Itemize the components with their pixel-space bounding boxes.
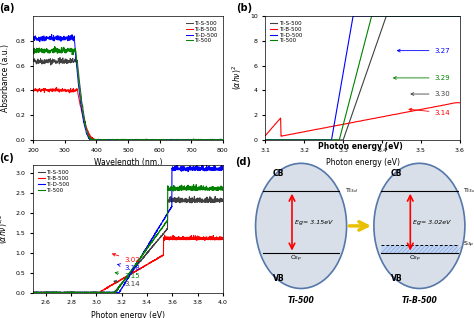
Ti-500 [220, 138, 226, 142]
Ti-S-500 [146, 138, 152, 142]
Text: 3.27: 3.27 [397, 48, 450, 54]
Ti-B-500 [220, 138, 226, 142]
Ti-B-500 [194, 138, 200, 142]
Ti-B-500 [92, 138, 98, 142]
Ti-500 [141, 138, 146, 142]
Text: Eg= 3.02eV: Eg= 3.02eV [413, 220, 450, 225]
Text: CB: CB [273, 169, 284, 178]
Text: 3.18: 3.18 [118, 264, 140, 271]
Ti-S-500 [30, 59, 36, 62]
Line: Ti-S-500: Ti-S-500 [33, 57, 223, 140]
Ti-S-500 [174, 138, 180, 142]
Ti-S-500 [194, 138, 200, 142]
Ti-500 [194, 138, 200, 142]
Text: S$_{3p}$: S$_{3p}$ [463, 240, 474, 250]
Ti-S-500 [90, 138, 95, 142]
Ti-D-500 [220, 138, 226, 142]
Ti-B-500 [42, 87, 48, 91]
Ellipse shape [255, 163, 346, 288]
Text: 3.15: 3.15 [115, 272, 140, 279]
Ti-S-500 [220, 138, 226, 142]
Text: O$_{2p}$: O$_{2p}$ [291, 254, 303, 264]
Ti-B-500 [141, 138, 146, 142]
Text: CB: CB [391, 169, 402, 178]
Ti-S-500 [152, 138, 157, 142]
X-axis label: Wavelength (nm.): Wavelength (nm.) [94, 158, 162, 167]
Y-axis label: $(\alpha h\nu)^{1/2}$: $(\alpha h\nu)^{1/2}$ [0, 214, 10, 244]
Ti-500 [152, 138, 157, 142]
X-axis label: Photon energy (eV): Photon energy (eV) [91, 311, 165, 318]
Text: (d): (d) [235, 157, 251, 167]
Line: Ti-500: Ti-500 [33, 46, 223, 140]
Legend: Ti-S-500, Ti-B-500, Ti-D-500, Ti-500: Ti-S-500, Ti-B-500, Ti-D-500, Ti-500 [268, 19, 304, 45]
Ti-D-500 [49, 32, 55, 36]
Ellipse shape [374, 163, 465, 288]
Ti-500 [52, 45, 58, 48]
Ti-500 [42, 51, 48, 54]
Ti-D-500 [146, 138, 152, 142]
Text: Ti$_{3d}$: Ti$_{3d}$ [463, 186, 474, 195]
Text: VB: VB [273, 274, 284, 283]
Ti-D-500 [141, 138, 146, 142]
Line: Ti-D-500: Ti-D-500 [33, 34, 223, 140]
Text: 3.30: 3.30 [411, 91, 450, 97]
Text: 3.29: 3.29 [393, 75, 450, 81]
Text: (b): (b) [236, 3, 253, 13]
Ti-D-500 [30, 36, 36, 40]
Ti-B-500 [146, 138, 152, 142]
Text: Ti-B-500: Ti-B-500 [401, 296, 438, 305]
Text: (a): (a) [0, 3, 15, 13]
Ti-D-500 [152, 138, 157, 142]
Text: O$_{2p}$: O$_{2p}$ [409, 254, 421, 264]
Text: Ti$_{3d}$: Ti$_{3d}$ [345, 186, 358, 195]
Text: 3.14: 3.14 [409, 108, 450, 116]
Bar [381, 245, 457, 253]
Y-axis label: $(\alpha h\nu)^2$: $(\alpha h\nu)^2$ [231, 66, 245, 90]
Ti-S-500 [42, 62, 48, 66]
Ti-D-500 [88, 138, 93, 142]
Text: VB: VB [391, 274, 402, 283]
Y-axis label: Absorbance (a.u.): Absorbance (a.u.) [1, 44, 10, 112]
Ti-D-500 [174, 138, 180, 142]
Text: (c): (c) [0, 153, 14, 163]
Text: Photon energy (eV): Photon energy (eV) [318, 142, 402, 151]
Line: Ti-B-500: Ti-B-500 [33, 88, 223, 140]
Ti-S-500 [141, 138, 146, 142]
X-axis label: Photon energy (eV): Photon energy (eV) [326, 158, 400, 167]
Text: 3.02: 3.02 [112, 253, 140, 263]
Ti-B-500 [152, 138, 157, 142]
Ti-500 [30, 48, 36, 52]
Text: Eg= 3.15eV: Eg= 3.15eV [295, 220, 332, 225]
Text: Ti-500: Ti-500 [288, 296, 314, 305]
Ti-D-500 [42, 39, 48, 43]
Ti-B-500 [174, 138, 180, 142]
Ti-500 [88, 138, 94, 142]
Text: 3.14: 3.14 [114, 280, 140, 287]
Ti-S-500 [73, 55, 79, 59]
Ti-B-500 [54, 86, 60, 90]
Ti-500 [174, 138, 180, 142]
Ti-500 [146, 138, 152, 142]
Ti-B-500 [30, 88, 36, 92]
Legend: Ti-S-500, Ti-B-500, Ti-D-500, Ti-500: Ti-S-500, Ti-B-500, Ti-D-500, Ti-500 [184, 19, 220, 45]
Legend: Ti-S-500, Ti-B-500, Ti-D-500, Ti-500: Ti-S-500, Ti-B-500, Ti-D-500, Ti-500 [36, 168, 72, 195]
Ti-D-500 [194, 138, 200, 142]
